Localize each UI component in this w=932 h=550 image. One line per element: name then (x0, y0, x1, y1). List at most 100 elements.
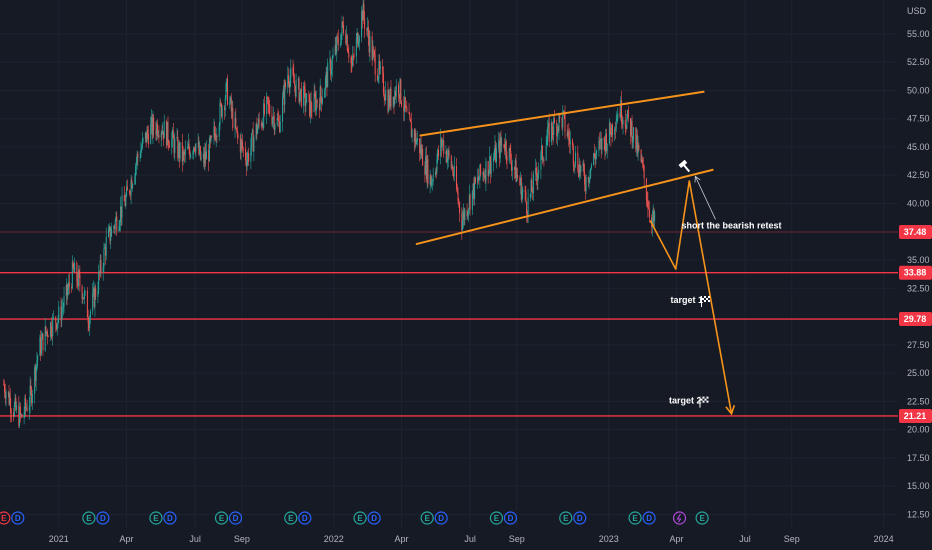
candle-body (545, 145, 547, 161)
candle-body (398, 94, 400, 99)
candle-body (41, 333, 43, 340)
candle-body (56, 323, 58, 330)
candle-body (161, 132, 163, 134)
candle-body (441, 141, 443, 148)
candle-body (205, 152, 207, 160)
candle-body (182, 151, 184, 162)
candle-body (347, 50, 349, 53)
candle-body (517, 174, 519, 178)
candle-body (266, 96, 268, 98)
candle-body (260, 122, 262, 127)
y-tick-label: 17.50 (907, 453, 930, 463)
candle-body (535, 167, 537, 176)
flag-check (705, 300, 708, 303)
candle-body (210, 136, 212, 142)
candle-body (399, 79, 401, 99)
candle-body (39, 337, 41, 356)
candle-body (255, 123, 257, 138)
candle-body (580, 166, 582, 173)
candle-body (19, 406, 21, 426)
event-marker (149, 511, 163, 525)
event-marker-label: E (1, 514, 7, 523)
y-tick-label: 55.00 (907, 29, 930, 39)
candle-body (334, 44, 336, 55)
candle-body (362, 3, 364, 21)
candle-body (251, 129, 253, 134)
candle-body (578, 164, 580, 177)
candle-body (546, 138, 548, 146)
x-tick-label: Apr (395, 534, 409, 544)
candle-body (625, 126, 627, 129)
event-marker (96, 511, 110, 525)
candle-body (420, 144, 422, 156)
candle-body (256, 123, 258, 134)
x-axis: 2021 Apr Jul Sep 2022 Apr Jul Sep 2023 Apr Jul Sep 2… (49, 534, 894, 544)
candle-body (401, 101, 403, 106)
candle-body (152, 117, 154, 136)
candle-body (572, 145, 574, 165)
candle-body (31, 389, 33, 404)
event-marker (163, 511, 177, 525)
candle-body (226, 78, 228, 84)
candle-body (631, 121, 633, 143)
candle-body (3, 384, 5, 386)
candle-body (67, 289, 69, 296)
candle-body (530, 180, 532, 194)
candle-body (195, 143, 197, 152)
candle-body (77, 271, 79, 287)
x-tick-label: Jul (189, 534, 201, 544)
candle-body (25, 407, 27, 409)
candle-body (448, 150, 450, 156)
candle-body (610, 132, 612, 137)
candle-body (7, 391, 9, 393)
x-tick-label: 2023 (599, 534, 619, 544)
candle-body (62, 308, 64, 310)
candle-body (367, 27, 369, 32)
candle-body (156, 123, 158, 135)
candle-body (23, 413, 25, 418)
candle-body (569, 140, 571, 145)
candle-body (125, 196, 127, 206)
candle-body (230, 97, 232, 112)
candle-body (229, 102, 231, 105)
candle-body (272, 119, 274, 125)
candle-body (503, 144, 505, 148)
candle-body (432, 175, 434, 182)
candle-body (236, 127, 238, 130)
candle-body (351, 62, 353, 66)
candle-body (105, 236, 107, 256)
candle-body (129, 190, 131, 193)
candle-body (415, 132, 417, 145)
candle-body (61, 309, 63, 321)
event-marker-label: D (15, 514, 21, 523)
candle-body (377, 77, 379, 81)
candle-body (197, 142, 199, 144)
grid (0, 0, 898, 528)
candle-body (573, 164, 575, 166)
flag-check (700, 400, 703, 403)
candle-body (87, 317, 89, 323)
candle-body (199, 146, 201, 154)
candle-body (49, 322, 51, 337)
candle-body (300, 88, 302, 93)
candle-body (68, 282, 70, 290)
candle-body (398, 85, 400, 95)
candle-body (299, 92, 301, 103)
candle-body (325, 72, 327, 78)
candle-body (18, 405, 20, 426)
event-marker-label: E (699, 514, 705, 523)
candle-body (21, 414, 23, 418)
candle-body (202, 153, 204, 159)
candle-body (593, 153, 595, 157)
candle-body (627, 109, 629, 119)
candle-body (52, 317, 54, 337)
y-tick-label: 22.50 (907, 396, 930, 406)
candle-body (92, 288, 94, 293)
candle-body (4, 384, 6, 393)
candle-body (29, 385, 31, 405)
candle-body (505, 141, 507, 157)
candle-body (468, 208, 470, 213)
candle-body (72, 261, 74, 267)
